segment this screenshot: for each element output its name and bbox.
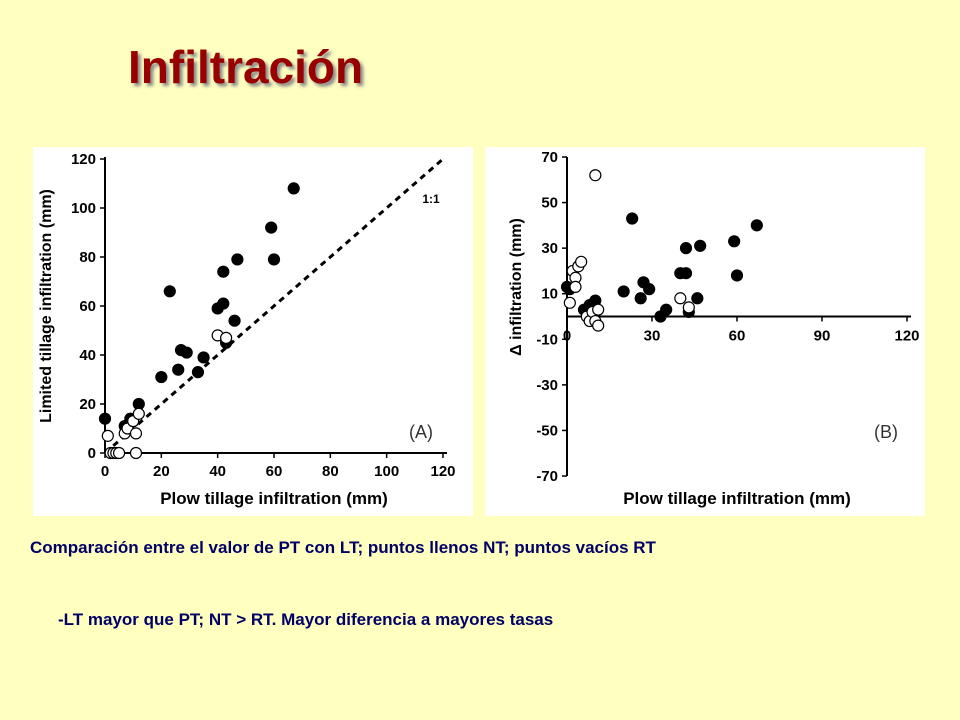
y-axis-label: Limited tillage infiltration (mm) bbox=[38, 189, 55, 423]
data-point-filled bbox=[730, 269, 744, 282]
data-point-filled bbox=[634, 292, 647, 305]
scatter-chart-a: 0 20 40 60 80 100 120 0 20 40 60 80 100 120 1:1 (A) Plow… bbox=[33, 147, 473, 516]
y-tick-label: 70 bbox=[541, 149, 558, 166]
data-point-filled bbox=[750, 219, 763, 232]
x-tick-label: 20 bbox=[153, 463, 170, 480]
chart-b-svg: 0 30 60 90 120 70 50 30 10 -10 -30 -50 -70 (B) Plow ti… bbox=[508, 149, 920, 508]
data-point-filled bbox=[228, 314, 241, 327]
scatter-chart-b: 0 30 60 90 120 70 50 30 10 -10 -30 -50 -70 (B) Plow ti… bbox=[485, 147, 925, 516]
y-tick-label: 60 bbox=[79, 298, 96, 315]
y-tick-label: 80 bbox=[79, 249, 96, 266]
x-tick-label: 40 bbox=[209, 463, 226, 480]
data-point-open bbox=[569, 280, 582, 293]
y-tick-label: 100 bbox=[71, 200, 96, 217]
y-tick-label: -70 bbox=[536, 468, 558, 485]
y-tick-label: -10 bbox=[536, 331, 558, 348]
y-tick-label: 30 bbox=[541, 240, 558, 257]
data-point-open bbox=[132, 407, 145, 420]
x-tick-label: 120 bbox=[430, 463, 455, 480]
data-point-open bbox=[592, 303, 605, 316]
data-point-filled bbox=[679, 267, 693, 280]
data-point-filled bbox=[287, 182, 300, 195]
x-tick-label: 80 bbox=[322, 463, 339, 480]
x-tick-label: 60 bbox=[266, 463, 283, 480]
bullet-point: -LT mayor que PT; NT > RT. Mayor diferen… bbox=[58, 610, 553, 630]
data-point-filled bbox=[180, 346, 193, 359]
x-tick-label: 0 bbox=[563, 328, 571, 345]
x-axis-label: Plow tillage infiltration (mm) bbox=[160, 489, 388, 508]
data-point-open bbox=[220, 331, 233, 344]
data-point-open bbox=[589, 169, 602, 182]
data-point-filled bbox=[694, 239, 707, 252]
panel-label: (A) bbox=[409, 422, 433, 442]
data-point-filled bbox=[217, 297, 230, 310]
data-point-filled bbox=[98, 412, 112, 425]
data-point-filled bbox=[617, 285, 630, 298]
data-point-filled bbox=[231, 253, 244, 266]
y-tick-label: -30 bbox=[536, 377, 558, 394]
data-point-open bbox=[674, 292, 687, 305]
figure-caption: Comparación entre el valor de PT con LT;… bbox=[30, 538, 656, 557]
reference-line-label: 1:1 bbox=[422, 192, 440, 206]
x-tick-label: 60 bbox=[729, 328, 746, 345]
y-tick-label: 20 bbox=[79, 396, 96, 413]
bullet-dash: - bbox=[58, 610, 64, 629]
data-point-open bbox=[563, 296, 576, 309]
y-tick-label: 40 bbox=[79, 347, 96, 364]
x-tick-label: 90 bbox=[814, 328, 831, 345]
data-point-filled bbox=[163, 285, 176, 298]
data-point-open bbox=[575, 255, 588, 268]
data-point-open bbox=[112, 446, 126, 460]
y-tick-label: -50 bbox=[536, 422, 558, 439]
x-tick-label: 100 bbox=[374, 463, 399, 480]
data-point-filled bbox=[691, 292, 704, 305]
data-point-open bbox=[101, 429, 114, 442]
y-tick-label: 0 bbox=[88, 445, 96, 462]
data-point-filled bbox=[217, 265, 230, 278]
data-point-filled bbox=[626, 212, 639, 225]
data-point-filled bbox=[155, 370, 168, 384]
y-tick-label: 10 bbox=[541, 286, 558, 303]
reference-line-1-1 bbox=[104, 157, 444, 455]
data-point-open bbox=[592, 319, 605, 332]
data-point-filled bbox=[191, 366, 205, 379]
panel-label: (B) bbox=[874, 422, 898, 442]
y-axis-label: Δ infiltration (mm) bbox=[508, 218, 525, 356]
data-point-filled bbox=[265, 221, 278, 234]
data-point-open bbox=[129, 446, 143, 460]
slide-title: Infiltración bbox=[128, 41, 364, 93]
data-point-filled bbox=[728, 235, 741, 248]
chart-a-svg: 0 20 40 60 80 100 120 0 20 40 60 80 100 120 1:1 (A) Plow… bbox=[38, 151, 456, 508]
data-point-filled bbox=[660, 303, 673, 316]
y-tick-label: 50 bbox=[541, 195, 558, 212]
bullet-text: LT mayor que PT; NT > RT. Mayor diferenc… bbox=[63, 610, 554, 629]
y-tick-label: 120 bbox=[71, 151, 96, 168]
data-point-filled bbox=[267, 253, 281, 266]
data-point-filled bbox=[172, 363, 185, 376]
data-point-filled bbox=[679, 242, 693, 255]
data-point-filled bbox=[643, 283, 656, 296]
x-tick-label: 30 bbox=[644, 328, 661, 345]
data-point-filled bbox=[197, 351, 210, 364]
x-axis-label: Plow tillage infiltration (mm) bbox=[623, 489, 851, 508]
x-tick-label: 120 bbox=[894, 328, 919, 345]
x-tick-label: 0 bbox=[101, 463, 109, 480]
data-point-open bbox=[129, 427, 143, 440]
data-point-open bbox=[682, 301, 695, 314]
